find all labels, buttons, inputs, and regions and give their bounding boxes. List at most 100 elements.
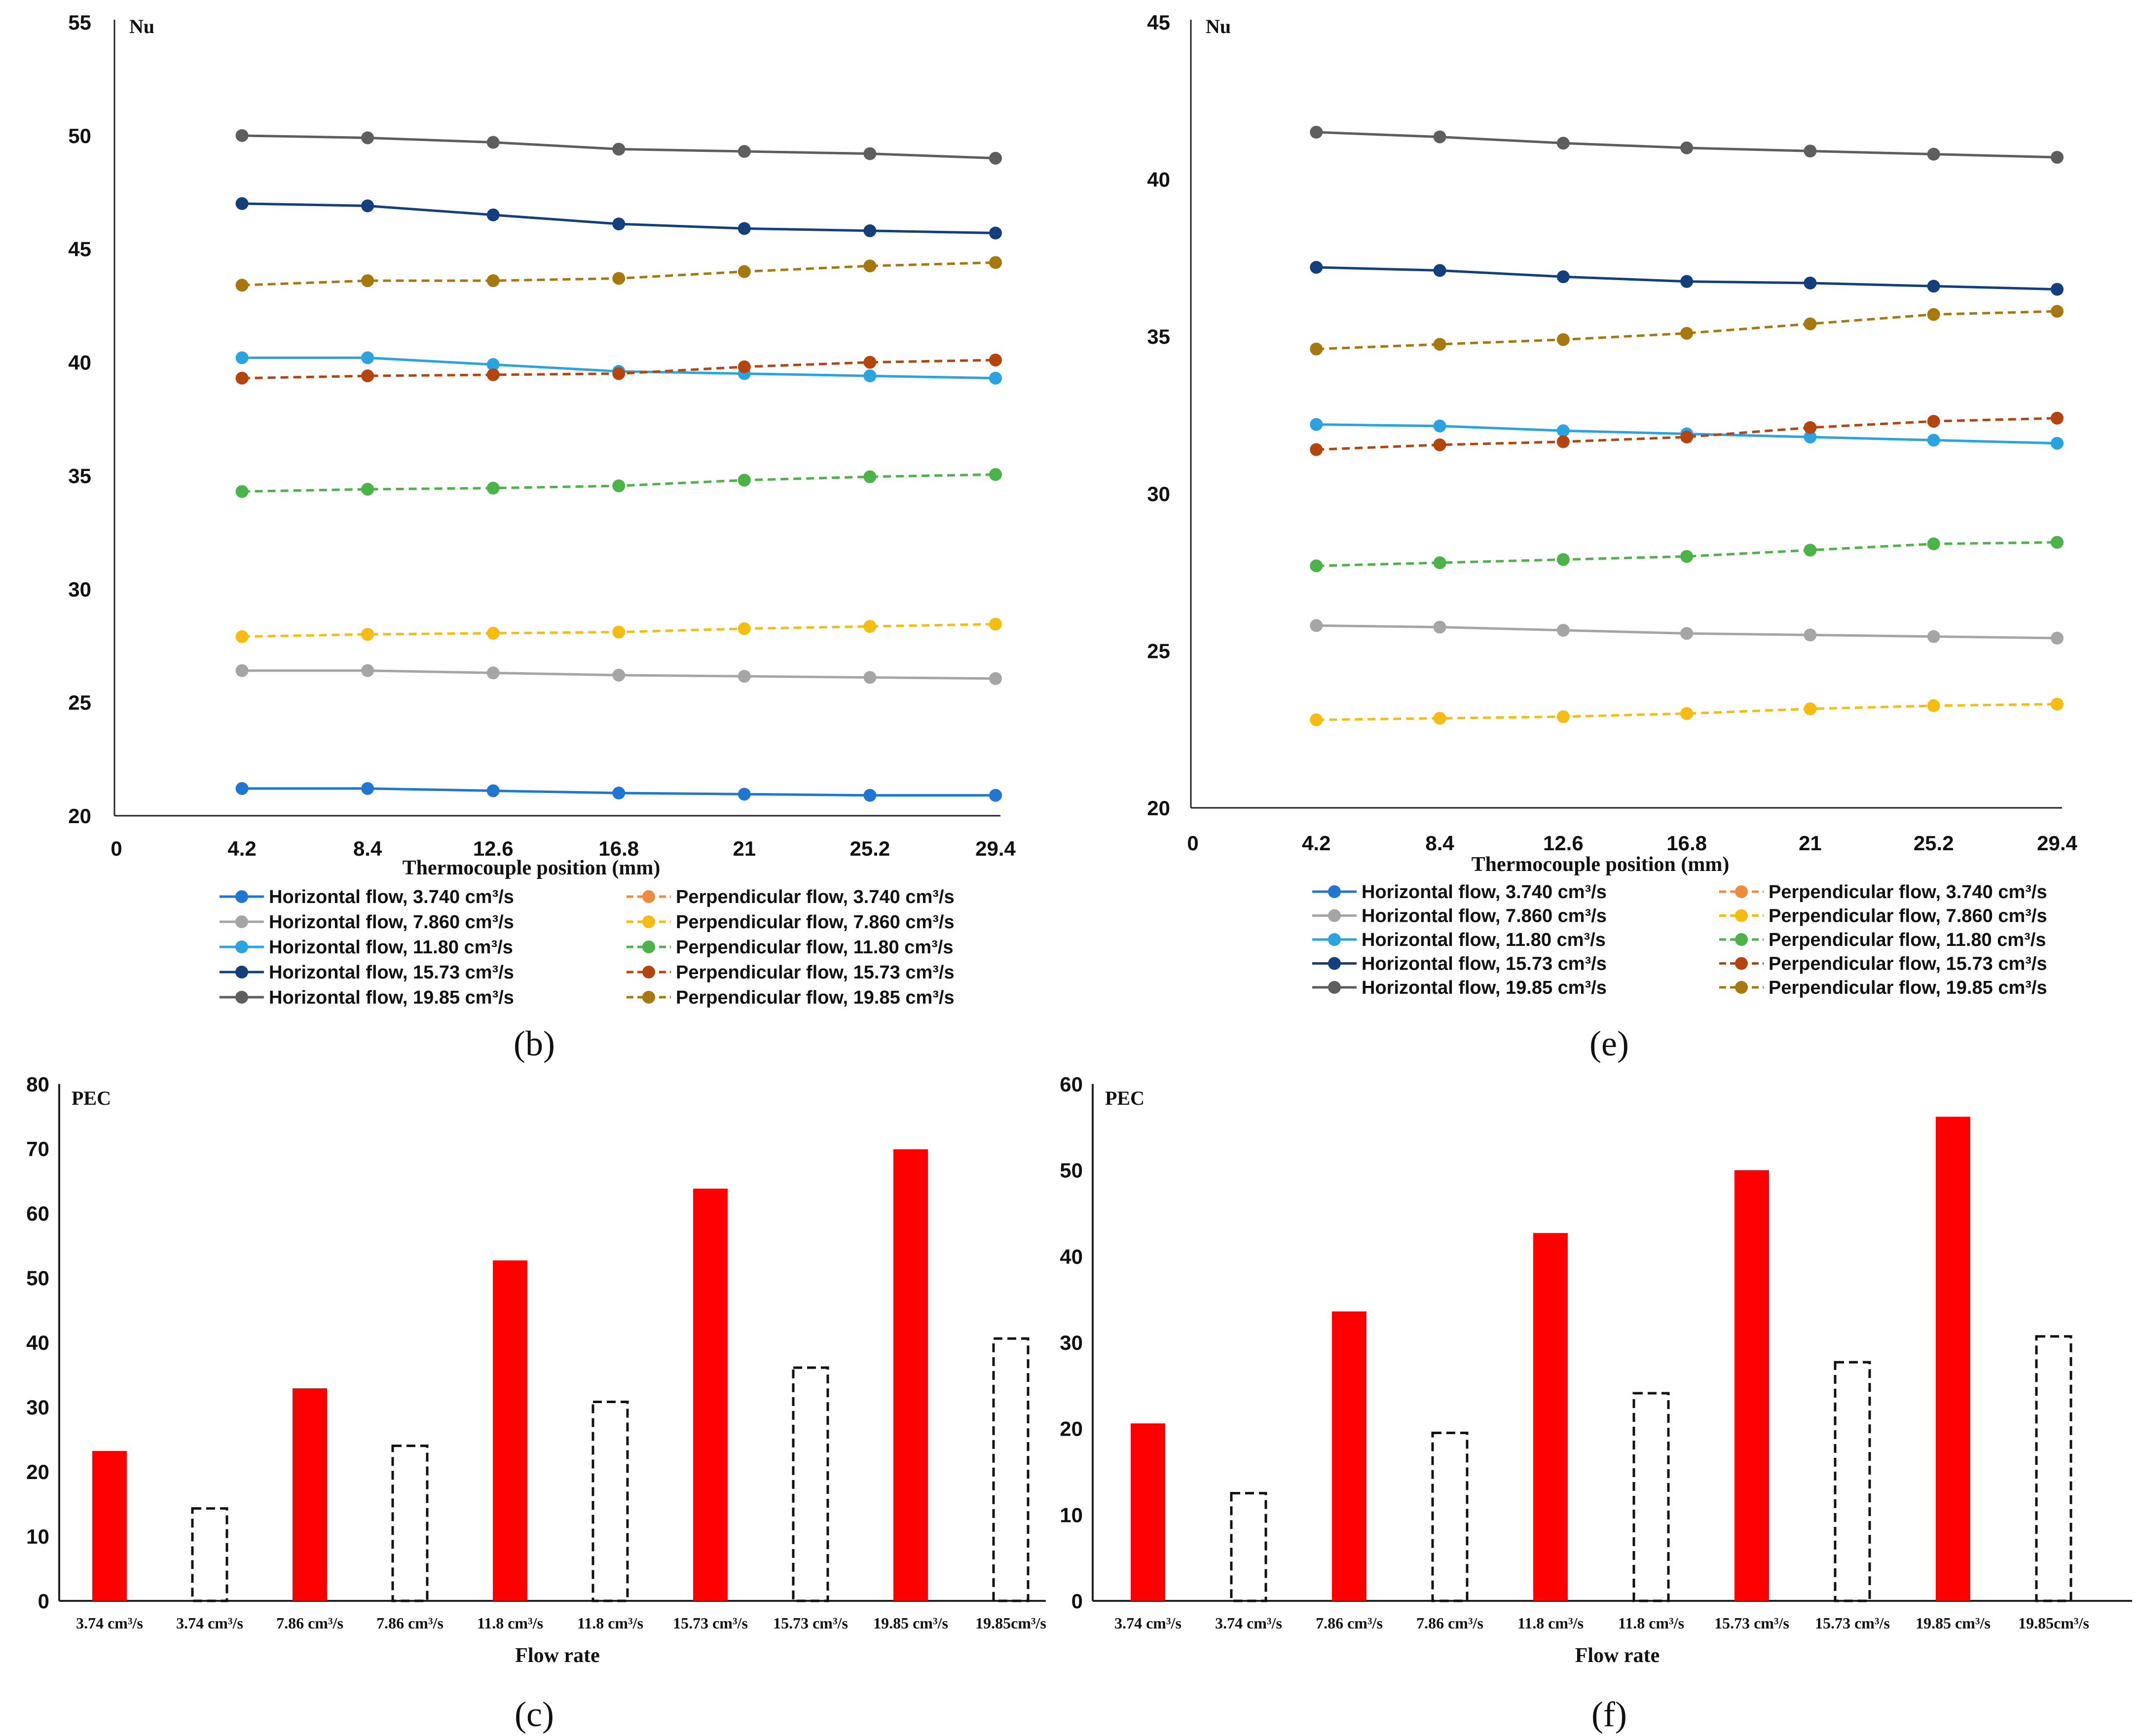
y-tick-label: 60 (26, 1202, 49, 1225)
data-point (1556, 424, 1570, 437)
y-tick-label: 25 (1147, 639, 1170, 662)
legend-label: Perpendicular flow, 15.73 cm³/s (1769, 954, 2047, 975)
legend-label: Perpendicular flow, 3.740 cm³/s (1769, 882, 2047, 903)
data-point (989, 617, 1002, 631)
data-point (1310, 619, 1323, 632)
data-point (361, 274, 374, 288)
data-point (2051, 411, 2064, 425)
x-tick-label: 12.6 (473, 837, 514, 860)
data-point (361, 369, 374, 383)
data-point (738, 670, 751, 683)
x-tick-label: 16.8 (598, 837, 639, 860)
bar-filled (1533, 1233, 1568, 1601)
y-axis-title: PEC (72, 1087, 111, 1109)
y-tick-label: 30 (1060, 1331, 1083, 1354)
x-axis-title: Thermocouple position (mm) (1472, 853, 1730, 876)
data-point (989, 353, 1002, 366)
data-point (486, 208, 500, 221)
legend-label: Horizontal flow, 19.85 cm³/s (1362, 977, 1607, 998)
x-category-label: 19.85cm³/s (2018, 1614, 2089, 1632)
legend-swatch-marker (1735, 957, 1748, 970)
data-point (1927, 630, 1940, 643)
legend-swatch-marker (235, 915, 248, 928)
y-tick-label: 50 (1060, 1159, 1083, 1182)
data-point (235, 351, 249, 364)
bar-dashed (591, 1401, 629, 1602)
data-point (1927, 308, 1940, 321)
data-point (1927, 147, 1940, 161)
data-point (1556, 710, 1570, 723)
legend-label: Horizontal flow, 3.740 cm³/s (1362, 882, 1607, 903)
data-point (1927, 434, 1940, 447)
bar-filled (1332, 1311, 1366, 1601)
y-axis-title: PEC (1105, 1087, 1144, 1109)
y-tick-label: 0 (38, 1590, 49, 1613)
x-tick-label: 8.4 (1425, 832, 1454, 855)
data-point (989, 226, 1002, 240)
x-tick-label: 8.4 (353, 837, 382, 860)
y-tick-label: 0 (1071, 1590, 1083, 1613)
data-point (1433, 130, 1446, 144)
data-point (361, 351, 374, 364)
data-point (989, 672, 1002, 685)
data-point (863, 224, 877, 237)
data-point (1556, 333, 1570, 346)
legend-label: Perpendicular flow, 19.85 cm³/s (1769, 977, 2047, 998)
x-category-label: 15.73 cm³/s (1815, 1614, 1890, 1632)
data-point (1804, 421, 1817, 434)
y-tick-label: 70 (26, 1137, 49, 1160)
y-tick-label: 50 (26, 1266, 49, 1290)
x-tick-label: 29.4 (2037, 832, 2077, 855)
data-point (1310, 261, 1323, 274)
y-tick-label: 10 (1060, 1503, 1083, 1526)
chart-c-pec-bar: 0 10 20 30 40 50 60 70 80 PEC 3.74 cm³/s 3.74 cm³/s… (26, 1073, 1046, 1734)
data-point (612, 272, 626, 285)
data-point (1680, 707, 1694, 720)
x-category-label: 11.8 cm³/s (1517, 1614, 1584, 1632)
y-tick-label: 35 (1147, 325, 1170, 348)
y-tick-label: 40 (1147, 168, 1170, 191)
x-category-label: 15.73 cm³/s (773, 1614, 848, 1632)
x-tick-label: 25.2 (1914, 832, 1954, 855)
data-point (738, 265, 751, 278)
data-point (1310, 443, 1323, 456)
legend-label: Perpendicular flow, 15.73 cm³/s (676, 962, 955, 983)
legend-swatch-marker (1328, 957, 1341, 970)
legend-label: Horizontal flow, 7.860 cm³/s (269, 912, 514, 933)
data-point (1556, 435, 1570, 448)
data-point (863, 620, 877, 633)
data-point (2051, 536, 2064, 549)
data-point (486, 626, 500, 640)
data-point (1680, 627, 1694, 640)
data-point (1310, 713, 1323, 726)
data-point (738, 788, 751, 801)
x-category-label: 3.74 cm³/s (1215, 1614, 1282, 1632)
data-point (612, 787, 626, 800)
bar-dashed (1431, 1431, 1469, 1602)
data-point (361, 628, 374, 641)
legend-swatch-marker (1328, 981, 1341, 994)
data-point (1433, 264, 1446, 277)
data-point (2051, 436, 2064, 450)
legend-swatch-marker (235, 940, 248, 953)
x-axis-title: Flow rate (1575, 1644, 1660, 1667)
data-point (1804, 145, 1817, 158)
data-point (1680, 431, 1694, 444)
legend-swatch-marker (1735, 885, 1748, 898)
data-point (361, 131, 374, 145)
data-point (1556, 137, 1570, 150)
x-category-label: 19.85cm³/s (975, 1614, 1046, 1632)
panel-label: (b) (514, 1024, 555, 1063)
legend-label: Horizontal flow, 19.85 cm³/s (269, 987, 514, 1008)
data-point (235, 371, 249, 385)
legend-label: Perpendicular flow, 7.860 cm³/s (1769, 906, 2047, 927)
data-point (863, 259, 877, 273)
legend-swatch-marker (1735, 909, 1748, 922)
data-point (738, 473, 751, 487)
legend-label: Perpendicular flow, 11.80 cm³/s (676, 937, 954, 958)
y-tick-label: 25 (68, 691, 91, 714)
legend-swatch-marker (642, 991, 655, 1004)
y-tick-label: 50 (68, 124, 91, 147)
data-point (486, 136, 500, 149)
data-point (2051, 150, 2064, 164)
